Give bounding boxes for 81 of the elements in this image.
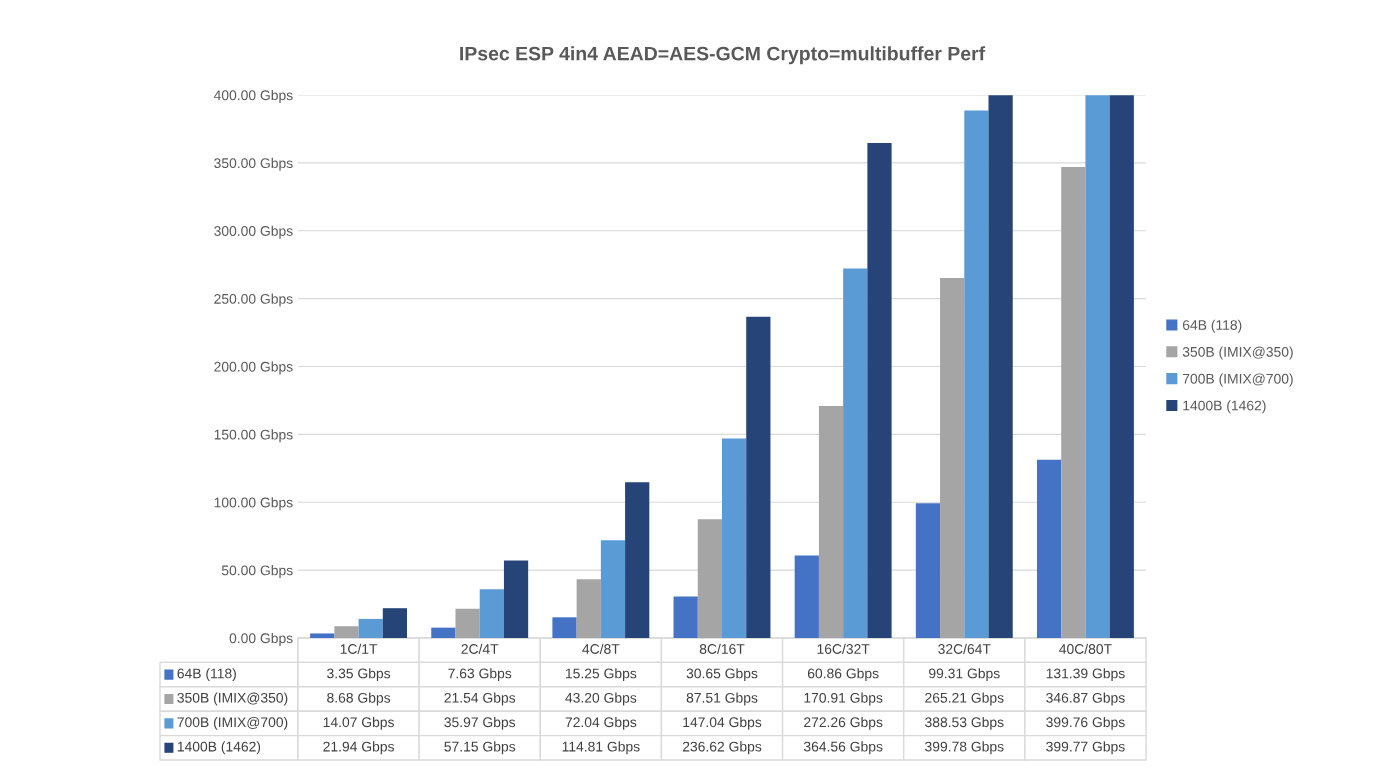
y-tick-label: 50.00 Gbps	[221, 565, 293, 579]
legend-label: 350B (IMIX@350)	[177, 692, 288, 706]
bar	[697, 519, 722, 638]
x-tick-label: 16C/32T	[817, 643, 870, 654]
data-label: 147.04 Gbps	[683, 716, 762, 730]
chart-title: IPsec ESP 4in4 AEAD=AES-GCM Crypto=multibuffer Perf	[460, 46, 986, 65]
bar	[503, 560, 529, 638]
bar	[746, 316, 771, 638]
bar	[867, 143, 892, 638]
data-label: 14.07 Gbps	[323, 716, 394, 730]
y-tick-label: 350.00 Gbps	[214, 157, 293, 171]
bar	[1036, 459, 1062, 638]
data-label: 30.65 Gbps	[686, 668, 758, 682]
legend-label: 700B (IMIX@700)	[1182, 373, 1293, 387]
data-label: 265.21 Gbps	[925, 692, 1004, 706]
data-label: 236.62 Gbps	[682, 741, 762, 755]
legend-label: 1400B (1462)	[1183, 400, 1266, 414]
bar	[1085, 95, 1110, 638]
bar	[358, 618, 383, 638]
x-tick-label: 8C/16T	[699, 643, 745, 654]
text: 64B (118)	[1182, 319, 1242, 333]
y-tick-label: 200.00 Gbps	[214, 361, 293, 375]
data-label: 57.15 Gbps	[444, 741, 516, 755]
bar	[818, 405, 844, 638]
text: 700B (IMIX@700)	[177, 716, 288, 730]
data-label: 399.78 Gbps	[925, 741, 1004, 755]
data-label: 72.04 Gbps	[565, 716, 637, 730]
data-label: 35.97 Gbps	[444, 716, 516, 730]
legend-label: 64B (118)	[177, 668, 236, 682]
x-tick-label: 1C/1T	[340, 643, 378, 654]
data-label: 170.91 Gbps	[804, 692, 883, 706]
y-tick-label: 250.00 Gbps	[214, 293, 293, 307]
data-label: 346.87 Gbps	[1046, 692, 1125, 706]
bar	[1061, 167, 1086, 638]
data-label: 21.94 Gbps	[323, 741, 394, 755]
data-label: 388.53 Gbps	[925, 716, 1004, 730]
bar	[600, 540, 626, 638]
bar	[552, 617, 577, 638]
data-label: 43.20 Gbps	[565, 692, 637, 706]
text: 350B (IMIX@350)	[1182, 346, 1293, 360]
bar	[915, 503, 941, 638]
data-label: 3.35 Gbps	[327, 668, 391, 682]
bar	[576, 579, 601, 638]
data-label: 272.26 Gbps	[804, 716, 883, 730]
data-label: 114.81 Gbps	[562, 741, 640, 755]
data-label: 99.31 Gbps	[929, 668, 1000, 682]
bar	[673, 596, 698, 638]
bar	[310, 633, 335, 638]
data-label: 15.25 Gbps	[566, 668, 637, 682]
data-label: 87.51 Gbps	[686, 692, 758, 706]
y-tick-label: 0.00 Gbps	[229, 632, 293, 646]
data-label: 399.77 Gbps	[1046, 741, 1125, 755]
x-tick-label: 2C/4T	[461, 643, 499, 654]
x-tick-label: 32C/64T	[938, 643, 991, 654]
data-label: 8.68 Gbps	[327, 692, 391, 706]
x-tick-label: 40C/80T	[1059, 643, 1112, 654]
x-tick-label: 4C/8T	[582, 643, 620, 654]
y-tick-label: 100.00 Gbps	[214, 497, 293, 511]
bar	[625, 482, 650, 638]
bar	[964, 110, 989, 638]
data-label: 7.63 Gbps	[448, 668, 512, 682]
text: 1400B (1462)	[177, 741, 261, 755]
bar	[722, 438, 747, 638]
data-label: 21.54 Gbps	[444, 692, 516, 706]
bar	[431, 627, 456, 638]
data-label: 60.86 Gbps	[807, 668, 879, 682]
data-label: 131.39 Gbps	[1046, 668, 1125, 682]
data-label: 399.76 Gbps	[1046, 716, 1125, 730]
data-label: 364.56 Gbps	[803, 741, 883, 755]
y-tick-label: 400.00 Gbps	[213, 89, 293, 103]
bar	[1109, 95, 1134, 638]
bar	[455, 608, 480, 638]
y-tick-label: 300.00 Gbps	[214, 225, 293, 239]
bar	[479, 589, 504, 638]
bar	[940, 277, 965, 638]
bar	[843, 268, 868, 638]
bar	[794, 555, 819, 638]
y-tick-label: 150.00 Gbps	[214, 429, 293, 443]
bar	[334, 626, 359, 638]
bar	[382, 608, 408, 638]
bar	[988, 95, 1013, 638]
